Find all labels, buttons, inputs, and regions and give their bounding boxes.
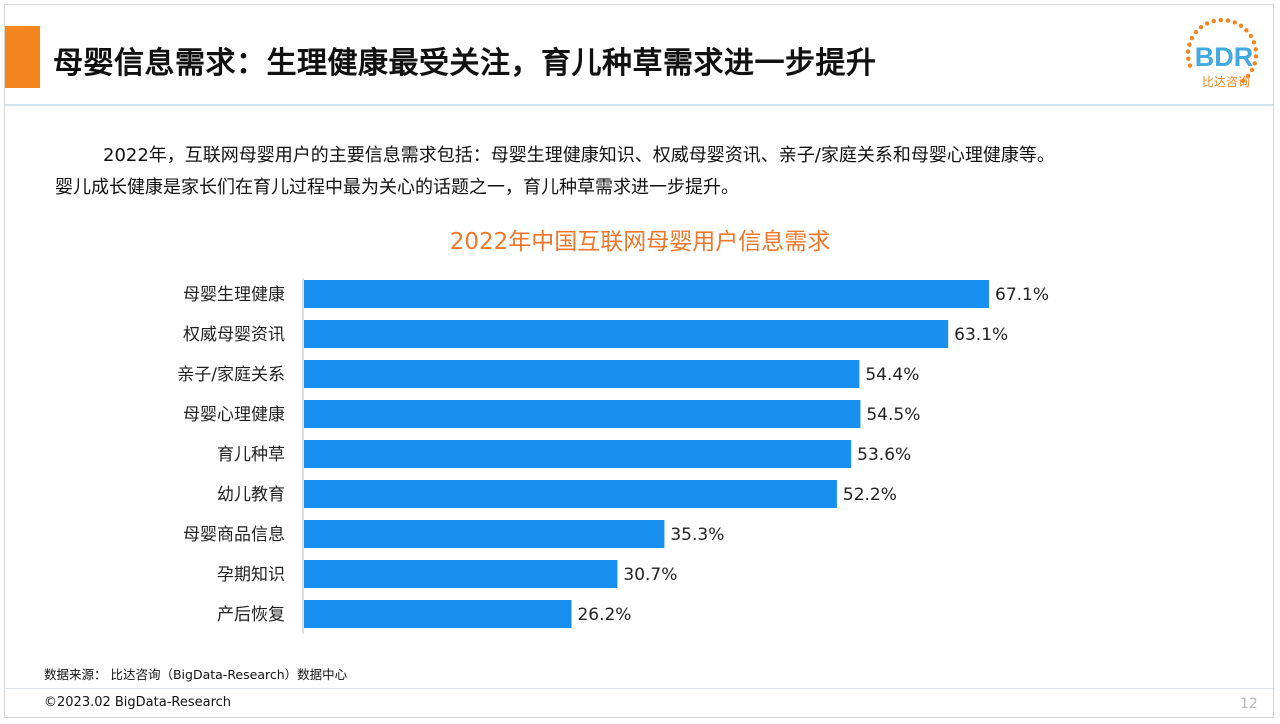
footer-divider [5,688,1273,689]
bar [304,520,665,548]
bar [304,480,837,508]
data-label: 53.6% [857,445,911,465]
intro-line-1: 2022年，互联网母婴用户的主要信息需求包括：母婴生理健康知识、权威母婴资讯、亲… [103,145,1055,166]
bdr-logo: BDR 比达咨询 [1185,17,1259,89]
header-divider [5,104,1273,106]
category-label: 母婴生理健康 [183,285,285,305]
title-accent-bar [5,26,40,88]
data-label: 35.3% [670,525,724,545]
slide-frame [4,4,1274,718]
bar-chart: 母婴生理健康 67.1% 权威母婴资讯 63.1% 亲子/家庭关系 54.4% 母婴心理健康… [177,278,1049,634]
bar [304,400,861,428]
data-label: 52.2% [843,485,897,505]
intro-text: 2022年，互联网母婴用户的主要信息需求包括：母婴生理健康知识、权威母婴资讯、亲… [55,140,1255,204]
chart-title: 2022年中国互联网母婴用户信息需求 [449,229,831,255]
data-label: 54.5% [866,405,920,425]
intro-line-2: 婴儿成长健康是家长们在育儿过程中最为关心的话题之一，育儿种草需求进一步提升。 [55,177,739,198]
logo-subtext: 比达咨询 [1202,74,1250,89]
logo-text: BDR [1195,42,1254,72]
data-label: 67.1% [995,285,1049,305]
category-label: 孕期知识 [217,565,285,585]
category-label: 权威母婴资讯 [183,325,285,345]
data-label: 30.7% [623,565,677,585]
page-number: 12 [1240,696,1258,712]
data-label: 54.4% [865,365,919,385]
category-label: 育儿种草 [217,445,285,465]
logo-ring-icon [1185,17,1259,83]
data-label: 26.2% [577,605,631,625]
bar [304,440,852,468]
bar [304,320,949,348]
copyright: ©2023.02 BigData-Research [44,695,232,710]
category-label: 幼儿教育 [217,485,285,505]
category-label: 亲子/家庭关系 [177,365,285,385]
category-label: 产后恢复 [217,605,285,625]
bar [304,560,618,588]
category-label: 母婴商品信息 [183,525,285,545]
data-label: 63.1% [954,325,1008,345]
bar [304,360,860,388]
bar [304,280,989,308]
bar [304,600,572,628]
category-label: 母婴心理健康 [183,405,285,425]
data-source: 数据来源： 比达咨询（BigData-Research）数据中心 [44,667,348,682]
slide-title: 母婴信息需求：生理健康最受关注，育儿种草需求进一步提升 [53,46,877,81]
